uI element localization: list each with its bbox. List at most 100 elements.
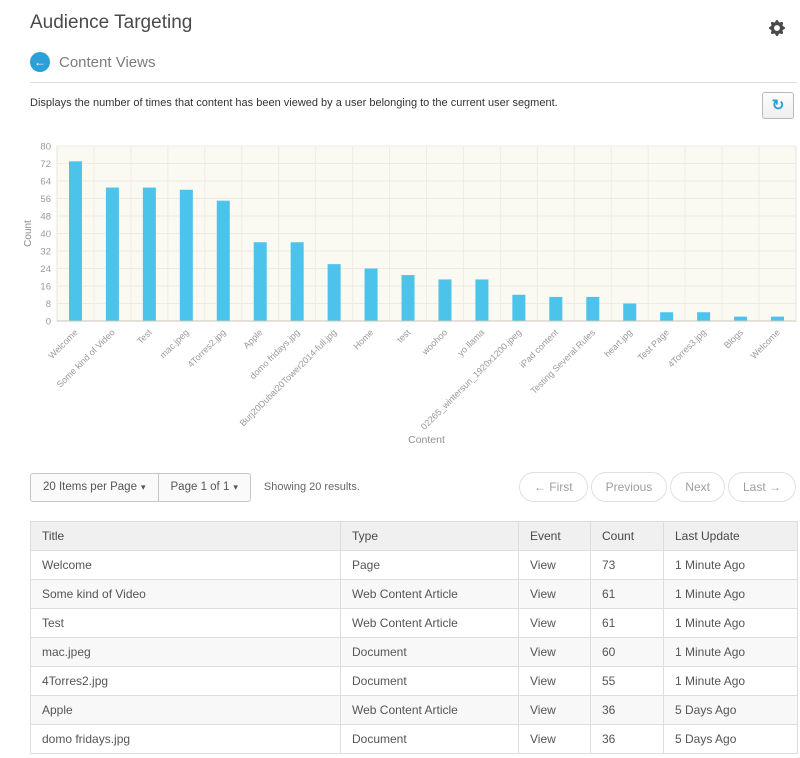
- x-tick-label: 4Torres3.jpg: [666, 327, 708, 369]
- table-cell: View: [518, 550, 591, 580]
- x-tick-label: Apple: [241, 327, 264, 350]
- table-cell: Test: [30, 608, 341, 638]
- page-title: Audience Targeting: [30, 12, 193, 33]
- table-cell: Document: [340, 666, 519, 696]
- table-cell: 5 Days Ago: [663, 724, 798, 754]
- bar: [697, 312, 711, 321]
- items-per-page-dropdown[interactable]: 20 Items per Page ▾: [30, 472, 159, 502]
- column-header: Event: [518, 521, 591, 551]
- x-tick-label: 4Torres2.jpg: [186, 327, 228, 369]
- bar: [734, 316, 748, 321]
- y-tick-label: 8: [46, 299, 51, 310]
- items-per-page-label: 20 Items per Page: [43, 481, 137, 493]
- column-header: Title: [30, 521, 341, 551]
- x-tick-label: woohoo: [419, 327, 449, 357]
- table-cell: View: [518, 666, 591, 696]
- table-row: Apple Web Content Article View 36 5 Days Ago: [30, 695, 798, 725]
- x-tick-label: Welcome: [46, 327, 79, 360]
- pagination-nav: ← First Previous Next Last →: [518, 472, 796, 502]
- table-row: Welcome Page View 73 1 Minute Ago: [30, 550, 798, 580]
- settings-button[interactable]: [769, 20, 785, 36]
- section-description: Displays the number of times that conten…: [30, 97, 558, 109]
- first-page-button[interactable]: ← First: [518, 472, 588, 502]
- table-cell: Web Content Article: [340, 608, 519, 638]
- table-cell: 36: [590, 724, 664, 754]
- bar: [216, 200, 230, 321]
- section-title: Content Views: [59, 53, 156, 71]
- page-header: Audience Targeting: [30, 0, 797, 36]
- table-cell: 73: [590, 550, 664, 580]
- y-tick-label: 64: [40, 177, 51, 188]
- table-cell: View: [518, 724, 591, 754]
- table-cell: 61: [590, 579, 664, 609]
- bar: [105, 187, 119, 321]
- table-cell: 1 Minute Ago: [663, 550, 798, 580]
- back-button[interactable]: ←: [30, 52, 50, 72]
- table-cell: 4Torres2.jpg: [30, 666, 341, 696]
- bar: [179, 189, 193, 321]
- caret-down-icon: ▾: [140, 481, 146, 492]
- bar: [438, 279, 452, 321]
- pagination-bar: 20 Items per Page ▾ Page 1 of 1 ▾ Showin…: [30, 472, 797, 502]
- bar: [253, 242, 267, 321]
- y-tick-label: 40: [40, 229, 51, 240]
- gear-icon: [769, 20, 785, 36]
- table-cell: 1 Minute Ago: [663, 637, 798, 667]
- column-header: Type: [340, 521, 519, 551]
- table-cell: Document: [340, 637, 519, 667]
- bar: [771, 316, 785, 321]
- y-axis-title: Count: [23, 220, 34, 247]
- page-selector-dropdown[interactable]: Page 1 of 1 ▾: [158, 472, 251, 502]
- table-cell: 1 Minute Ago: [663, 579, 798, 609]
- table-cell: 1 Minute Ago: [663, 608, 798, 638]
- bar: [290, 242, 304, 321]
- table-row: Test Web Content Article View 61 1 Minute Ag…: [30, 608, 798, 638]
- bar: [660, 312, 674, 321]
- bar: [401, 275, 415, 321]
- table-cell: Welcome: [30, 550, 341, 580]
- last-page-button[interactable]: Last →: [727, 472, 796, 502]
- bar: [327, 264, 341, 321]
- refresh-button[interactable]: ↻: [762, 92, 794, 119]
- table-cell: Page: [340, 550, 519, 580]
- table-row: mac.jpeg Document View 60 1 Minute Ago: [30, 637, 798, 667]
- table-row: 4Torres2.jpg Document View 55 1 Minute Ago: [30, 666, 798, 696]
- table-row: domo fridays.jpg Document View 36 5 Days Ago: [30, 724, 798, 754]
- table-cell: Some kind of Video: [30, 579, 341, 609]
- next-page-button[interactable]: Next: [670, 472, 725, 502]
- bar: [512, 294, 526, 321]
- section-divider: [30, 82, 797, 83]
- x-tick-label: heart.jpg: [602, 327, 634, 359]
- table-cell: View: [518, 695, 591, 725]
- table-cell: 1 Minute Ago: [663, 666, 798, 696]
- y-tick-label: 24: [40, 264, 51, 275]
- table-row: Some kind of Video Web Content Article Vie…: [30, 579, 798, 609]
- column-header: Last Update: [663, 521, 798, 551]
- table-header-row: Title Type Event Count Last Update: [30, 521, 798, 551]
- table-cell: Document: [340, 724, 519, 754]
- table-cell: mac.jpeg: [30, 637, 341, 667]
- content-views-table: Title Type Event Count Last Update Welcome Pa…: [30, 521, 798, 754]
- caret-down-icon: ▾: [233, 481, 238, 492]
- table-cell: View: [518, 579, 591, 609]
- x-tick-label: Welcome: [748, 327, 781, 360]
- bar: [623, 303, 637, 321]
- section-header: ← Content Views: [30, 52, 797, 72]
- table-cell: 5 Days Ago: [663, 695, 798, 725]
- table-cell: 36: [590, 695, 664, 725]
- column-header: Count: [590, 521, 664, 551]
- table-cell: Apple: [30, 695, 341, 725]
- y-tick-label: 72: [40, 159, 51, 170]
- bar: [142, 187, 156, 321]
- table-cell: domo fridays.jpg: [30, 724, 341, 754]
- table-cell: 61: [590, 608, 664, 638]
- previous-page-button[interactable]: Previous: [590, 472, 668, 502]
- pagination-left: 20 Items per Page ▾ Page 1 of 1 ▾ Showin…: [30, 472, 360, 502]
- bar: [68, 161, 82, 321]
- table-cell: View: [518, 608, 591, 638]
- table-cell: 55: [590, 666, 664, 696]
- x-tick-label: test: [395, 327, 413, 345]
- y-tick-label: 16: [40, 282, 51, 293]
- arrow-left-icon: ←: [34, 55, 46, 69]
